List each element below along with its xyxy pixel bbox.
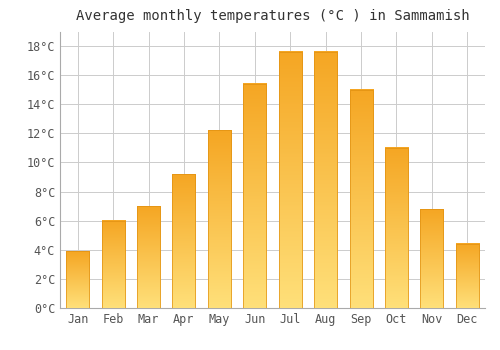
Title: Average monthly temperatures (°C ) in Sammamish: Average monthly temperatures (°C ) in Sa… bbox=[76, 9, 469, 23]
